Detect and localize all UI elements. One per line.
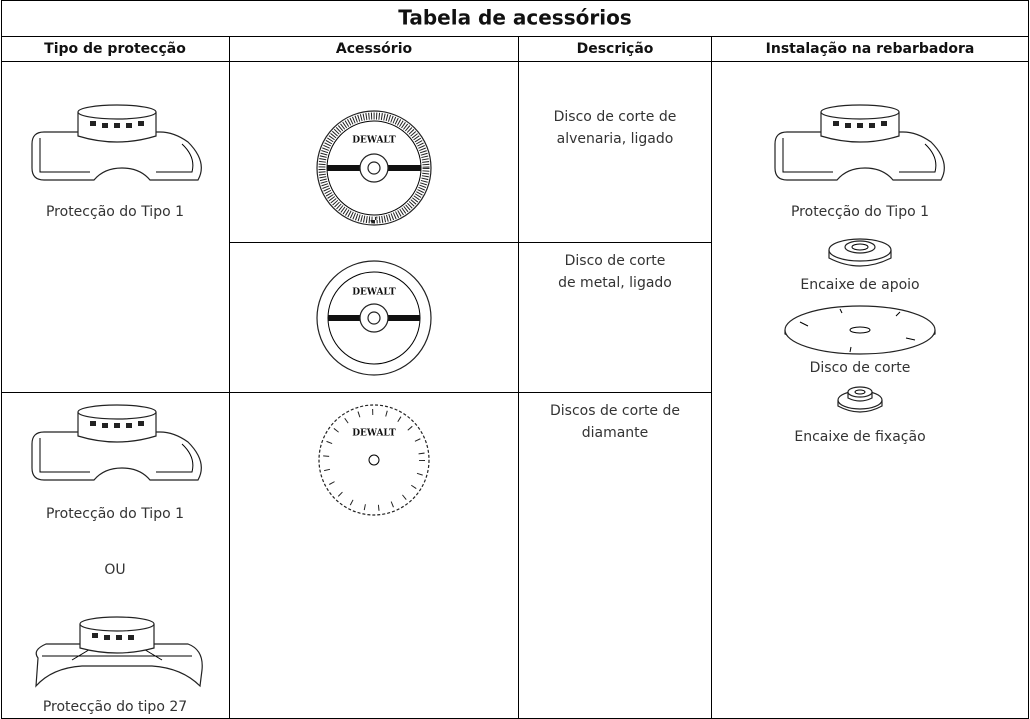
clamp-nut: [837, 386, 883, 413]
install-label: Disco de corte: [810, 360, 911, 376]
header: Tipo de protecção: [44, 41, 186, 57]
or-text: OU: [104, 562, 125, 578]
header: Instalação na rebarbadora: [766, 41, 975, 57]
bonded-masonry-disc: DEWALT: [316, 110, 432, 226]
install-label: Encaixe de apoio: [800, 277, 919, 293]
guard-label: Protecção do Tipo 1: [46, 506, 184, 522]
install-label: Protecção do Tipo 1: [791, 204, 929, 220]
bonded-metal-disc: DEWALT: [316, 260, 432, 376]
guard-image: [31, 104, 202, 181]
description: Discos de corte de: [550, 403, 680, 419]
header: Descrição: [577, 41, 654, 57]
logo: DEWALT: [352, 429, 396, 439]
install-label: Encaixe de fixação: [794, 429, 925, 445]
description: alvenaria, ligado: [557, 131, 674, 147]
guard-image: [774, 104, 945, 181]
table-title: Tabela de acessórios: [398, 6, 631, 30]
guard-label: Protecção do Tipo 1: [46, 204, 184, 220]
guard-image: [31, 404, 202, 481]
guard-image: [35, 616, 203, 687]
logo: DEWALT: [352, 288, 396, 298]
header: Acessório: [336, 41, 413, 57]
backing-flange: [828, 238, 892, 267]
diamond-disc: DEWALT: [318, 404, 430, 516]
logo: DEWALT: [352, 136, 396, 146]
description: diamante: [582, 425, 649, 441]
description: Disco de corte: [565, 253, 666, 269]
description: de metal, ligado: [558, 275, 672, 291]
description: Disco de corte de: [554, 109, 677, 125]
cutting-disc: [784, 305, 936, 355]
guard-label: Protecção do tipo 27: [43, 699, 187, 715]
